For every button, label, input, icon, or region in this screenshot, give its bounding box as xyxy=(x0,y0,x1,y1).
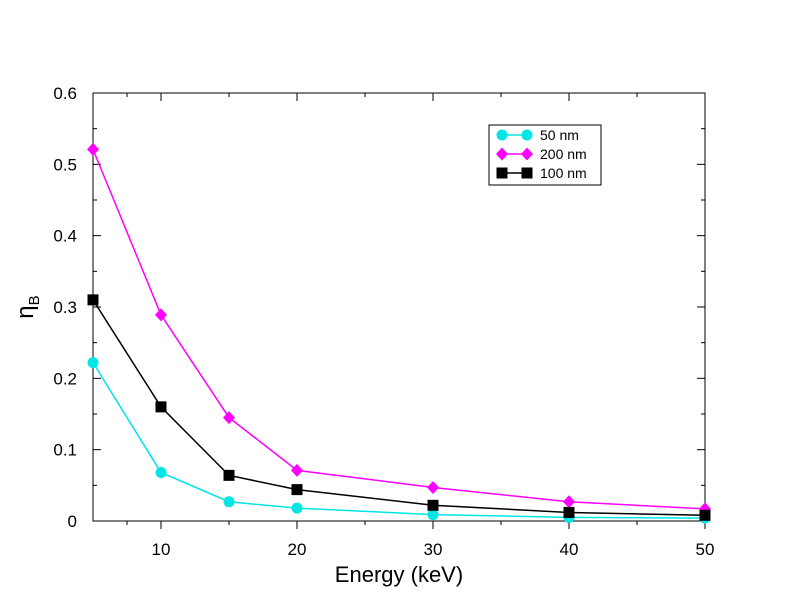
data-point xyxy=(427,499,439,511)
y-axis-title-main: η xyxy=(12,305,39,318)
data-point xyxy=(223,496,235,508)
y-axis-title: ηB xyxy=(12,295,43,318)
x-tick-label: 20 xyxy=(288,540,307,559)
data-point xyxy=(699,502,711,516)
legend-item: 50 nm xyxy=(496,127,579,143)
legend-marker xyxy=(496,167,508,179)
series-200-nm xyxy=(87,142,711,516)
axis-ticks xyxy=(93,92,706,529)
data-point xyxy=(155,401,167,413)
legend-item: 200 nm xyxy=(496,146,587,162)
x-tick-label: 50 xyxy=(696,540,715,559)
plot-frame xyxy=(92,92,706,522)
x-tick-label: 10 xyxy=(152,540,171,559)
data-point xyxy=(291,502,303,514)
data-point xyxy=(87,142,99,156)
data-point xyxy=(563,495,575,509)
data-point xyxy=(427,509,439,521)
legend-marker xyxy=(496,147,508,161)
series-50-nm xyxy=(87,357,711,524)
series-line xyxy=(92,149,706,510)
data-point xyxy=(155,466,167,478)
series-line xyxy=(92,362,706,519)
data-point xyxy=(291,484,303,496)
legend-label: 50 nm xyxy=(540,127,579,143)
y-tick-label: 0.5 xyxy=(53,155,77,174)
series-group xyxy=(87,142,711,524)
data-point xyxy=(223,411,235,425)
data-point xyxy=(291,463,303,477)
legend-label: 200 nm xyxy=(540,146,587,162)
legend-item: 100 nm xyxy=(496,165,587,181)
x-tick-label: 30 xyxy=(424,540,443,559)
y-tick-label: 0.3 xyxy=(53,298,77,317)
data-point xyxy=(87,357,99,369)
y-tick-labels: 0 0.1 0.2 0.3 0.4 0.5 0.6 xyxy=(53,84,77,531)
y-axis-title-sub: B xyxy=(26,295,43,305)
data-point xyxy=(155,308,167,322)
x-axis-title: Energy (keV) xyxy=(335,562,463,587)
legend-marker xyxy=(521,167,533,179)
data-point xyxy=(87,294,99,306)
legend-items: 50 nm 200 nm 100 nm xyxy=(496,127,587,181)
y-tick-label: 0 xyxy=(68,512,77,531)
x-tick-labels: 10 20 30 40 50 xyxy=(152,540,715,559)
legend: 50 nm 200 nm 100 nm xyxy=(488,124,602,186)
y-tick-label: 0.2 xyxy=(53,369,77,388)
y-tick-label: 0.4 xyxy=(53,227,77,246)
legend-label: 100 nm xyxy=(540,165,587,181)
data-point xyxy=(427,480,439,494)
y-tick-label: 0.6 xyxy=(53,84,77,103)
legend-marker xyxy=(496,129,508,141)
data-point xyxy=(223,469,235,481)
data-point xyxy=(563,506,575,518)
legend-marker xyxy=(521,147,533,161)
y-tick-label: 0.1 xyxy=(53,441,77,460)
data-point xyxy=(699,509,711,521)
legend-marker xyxy=(521,129,533,141)
x-tick-label: 40 xyxy=(560,540,579,559)
series-100-nm xyxy=(87,294,711,521)
